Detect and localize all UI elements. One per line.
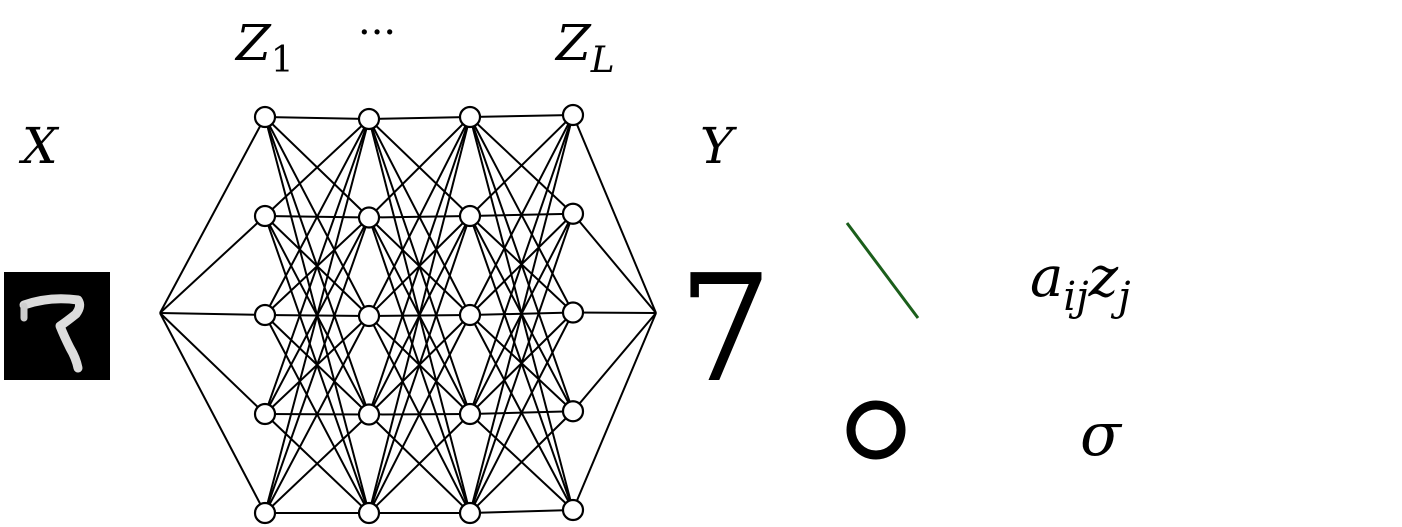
legend-edge-z: z bbox=[1088, 245, 1119, 310]
input-edge bbox=[159, 312, 266, 514]
hidden-edge bbox=[368, 116, 471, 514]
hidden-edge bbox=[368, 116, 471, 219]
last-hidden-subscript: L bbox=[590, 40, 615, 81]
hidden-edge bbox=[469, 114, 574, 217]
legend-edge-term: aijzj bbox=[1030, 245, 1131, 320]
output-edge bbox=[572, 311, 657, 314]
hidden-edge bbox=[469, 114, 574, 316]
input-label: X bbox=[18, 117, 60, 175]
hidden-edge bbox=[368, 116, 471, 120]
hidden-edge bbox=[264, 116, 370, 120]
neuron-node bbox=[357, 501, 381, 525]
neuron-node bbox=[561, 498, 585, 522]
hidden-edge bbox=[469, 114, 574, 415]
output-prediction: 7 bbox=[678, 243, 772, 415]
neuron-node bbox=[253, 105, 277, 129]
neuron-node bbox=[253, 402, 277, 426]
legend-edge-a: a bbox=[1030, 245, 1063, 310]
hidden-edge bbox=[469, 509, 574, 514]
neuron-node bbox=[253, 204, 277, 228]
last-hidden-layer-label: ZL bbox=[554, 14, 615, 81]
output-edge bbox=[572, 114, 657, 314]
output-edge bbox=[572, 312, 657, 511]
neuron-node bbox=[458, 501, 482, 525]
hidden-edge bbox=[469, 213, 574, 514]
hidden-edge bbox=[368, 215, 471, 514]
legend-node-term: σ bbox=[1080, 400, 1123, 470]
first-hidden-layer-label: Z1 bbox=[234, 14, 294, 81]
output-edge bbox=[572, 213, 657, 314]
input-digit-image bbox=[4, 272, 110, 380]
neuron-node bbox=[357, 107, 381, 131]
neuron-node bbox=[458, 402, 482, 426]
hidden-edge bbox=[368, 116, 471, 415]
hidden-edge bbox=[469, 410, 574, 514]
hidden-edge bbox=[469, 114, 574, 118]
hidden-edge bbox=[264, 315, 370, 514]
network-nodes bbox=[253, 103, 585, 525]
hidden-edge bbox=[368, 314, 471, 514]
hidden-edge bbox=[264, 217, 370, 514]
ellipsis-label: ··· bbox=[358, 10, 396, 56]
hidden-edge bbox=[469, 312, 574, 514]
neuron-node bbox=[458, 105, 482, 129]
first-hidden-base: Z bbox=[234, 14, 272, 72]
hidden-edge bbox=[368, 116, 471, 317]
input-edge bbox=[159, 215, 266, 314]
network-edges bbox=[159, 114, 657, 514]
hidden-edge bbox=[264, 118, 370, 316]
legend-edge-a-sub: ij bbox=[1063, 274, 1088, 320]
input-edge bbox=[159, 116, 266, 314]
neuron-node bbox=[357, 403, 381, 426]
neuron-node bbox=[253, 501, 277, 525]
output-edge bbox=[572, 312, 657, 412]
input-edge bbox=[159, 312, 266, 415]
neuron-node bbox=[357, 206, 381, 229]
neuron-node bbox=[561, 301, 585, 324]
neuron-node bbox=[253, 303, 277, 327]
hidden-edge bbox=[264, 118, 370, 514]
neuron-node bbox=[561, 400, 585, 423]
neuron-node bbox=[357, 304, 381, 328]
hidden-edge bbox=[264, 413, 370, 514]
neuron-node bbox=[561, 103, 585, 127]
input-edge bbox=[159, 312, 266, 316]
legend-node-circle bbox=[846, 400, 906, 460]
hidden-edge bbox=[469, 114, 574, 514]
neuron-node bbox=[458, 204, 482, 228]
first-hidden-subscript: 1 bbox=[271, 40, 294, 81]
neuron-node bbox=[561, 202, 585, 225]
hidden-edge bbox=[368, 413, 471, 514]
neuron-node bbox=[458, 303, 482, 327]
last-hidden-base: Z bbox=[554, 14, 592, 72]
hidden-edge bbox=[264, 118, 370, 415]
hidden-edge bbox=[264, 118, 370, 217]
legend-edge-line bbox=[845, 222, 920, 319]
output-label: Y bbox=[700, 117, 737, 175]
